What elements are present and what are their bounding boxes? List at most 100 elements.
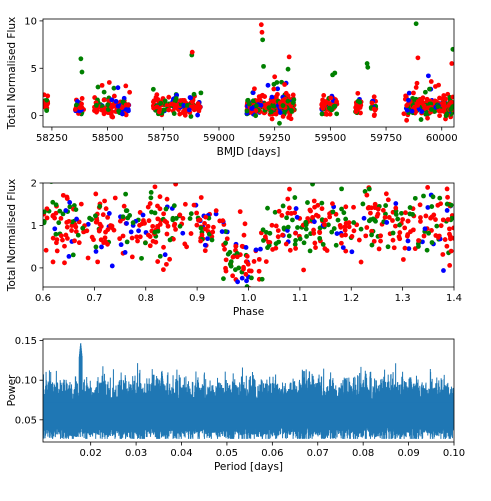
data-point [287,186,292,192]
data-point [422,226,428,232]
data-point [181,103,187,108]
data-point [165,223,171,229]
data-point [305,216,311,221]
data-point [112,195,118,201]
data-point [390,218,395,223]
data-point [52,226,58,232]
data-point [105,102,111,108]
data-point [211,224,216,230]
data-point [431,212,437,218]
data-point [180,230,186,236]
data-point [43,102,46,108]
data-point [311,198,317,204]
data-point [93,219,99,225]
data-point [284,215,290,221]
data-point [93,213,98,219]
data-point [437,195,443,201]
data-point [84,228,90,234]
data-point [448,107,454,112]
data-point [233,243,239,249]
data-point [385,197,391,203]
data-point [351,228,357,234]
data-point [223,229,228,234]
data-point [275,86,281,92]
data-point [391,245,397,251]
data-point [433,217,438,222]
data-point [95,259,101,265]
y-tick-label: 10 [24,16,37,27]
data-point [191,91,197,97]
data-point [444,243,450,249]
data-point [69,228,74,233]
x-tick-label: 1.1 [292,293,308,304]
data-point [448,248,454,254]
data-point [429,240,435,245]
data-point [198,90,204,96]
data-point [273,223,279,229]
data-point [194,222,200,228]
data-point [444,201,450,207]
data-point [155,223,160,229]
data-point [102,235,108,241]
data-point [145,204,151,210]
data-point [280,103,286,108]
data-point [143,240,148,246]
data-point [109,97,115,103]
data-point [308,208,313,214]
data-point [406,90,412,96]
data-point [421,193,426,199]
x-tick-label: 0.07 [307,448,329,459]
data-point [122,250,128,255]
data-point [292,195,298,200]
data-point [424,96,430,102]
data-point [421,233,427,239]
plot-frame [42,18,455,128]
phase-folded-panel: 0.6 0.7 0.8 0.9 1.0 1.1 1.2 1.3 1.4 0 1 2 Phase Total… [6,179,462,319]
data-point [266,105,272,111]
x-tick-label: 0.02 [80,448,102,459]
data-point [395,216,401,222]
x-tick-label: 0.04 [170,448,192,459]
data-point [312,204,317,210]
data-point [120,214,126,220]
data-point [307,248,313,254]
data-point [127,89,133,95]
y-axis-label: Total Normalised Flux [6,179,18,293]
data-point [50,235,56,241]
x-tick-label: 0.6 [35,293,51,304]
data-point [137,234,143,240]
data-point [261,238,266,243]
data-point [150,86,156,92]
data-point [440,217,446,223]
data-point [418,97,423,102]
data-point [246,101,252,107]
data-point [230,273,236,279]
phase-points [43,183,454,287]
data-point [249,106,255,111]
y-tick-label: 0 [31,263,37,274]
data-point [368,210,373,216]
data-point [319,200,325,206]
data-point [441,268,446,273]
data-point [100,212,106,218]
x-tick-label: 1.3 [395,293,411,304]
data-point [62,260,67,266]
data-point [283,90,289,96]
plot-frame [42,338,455,443]
data-point [258,93,264,99]
data-point [221,276,226,282]
data-point [339,186,344,192]
data-point [275,228,281,233]
data-point [152,229,158,235]
lightcurve-points [43,21,454,126]
data-point [400,257,406,262]
data-point [293,206,299,211]
x-tick-label: 0.03 [125,448,147,459]
data-point [339,233,345,238]
data-point [99,107,105,113]
data-point [202,242,208,248]
data-point [67,200,73,205]
data-point [334,99,339,105]
data-point [424,247,430,253]
data-point [173,96,179,101]
